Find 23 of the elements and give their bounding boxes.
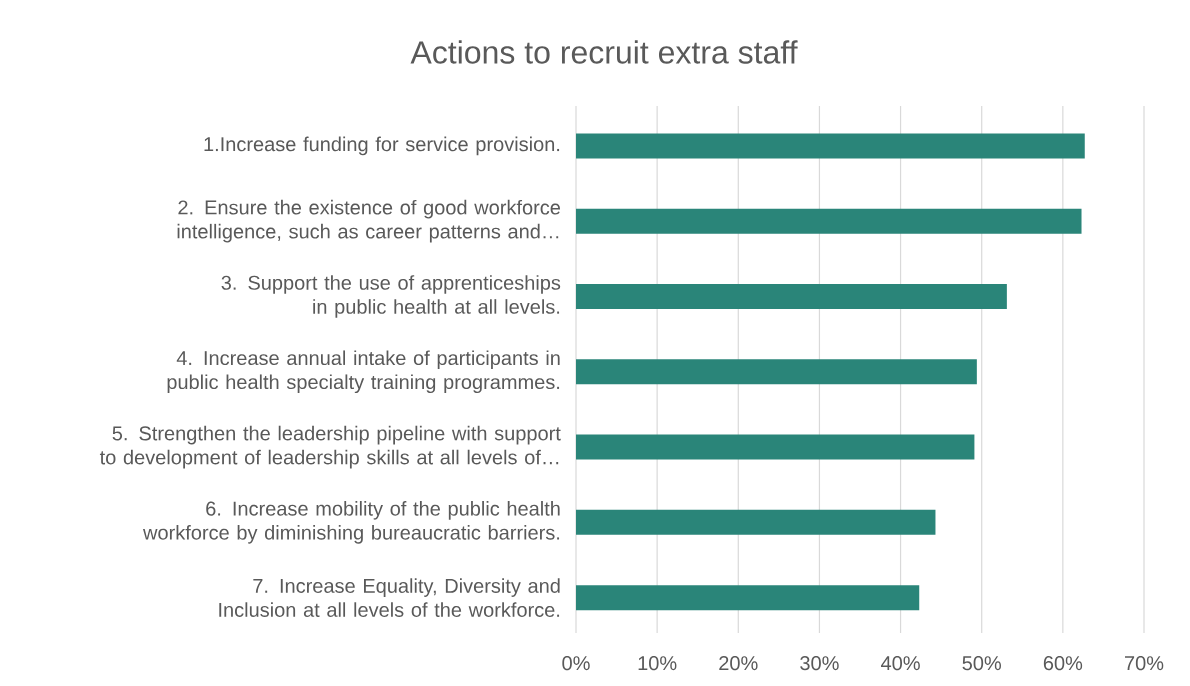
bar <box>576 434 975 460</box>
y-tick-label: 2. Ensure the existence of good workforce intelligence, such as career patterns and… <box>177 199 561 243</box>
x-tick-label: 0% <box>562 656 590 671</box>
x-tick-label: 10% <box>638 656 677 671</box>
y-tick-label: 7. Increase Equality, Diversity and Inclusion at all levels of the workforce. <box>219 578 560 617</box>
x-tick-label: 30% <box>800 656 839 671</box>
bar <box>576 208 1082 234</box>
bar <box>576 509 936 535</box>
x-tick-label: 40% <box>881 656 920 671</box>
y-tick-label: 5. Strengthen the leadership pipeline with support to development of leadership skills at all levels of… <box>99 425 561 469</box>
bar <box>576 283 1007 309</box>
bar <box>576 359 977 385</box>
x-tick-label: 20% <box>719 656 758 671</box>
y-tick-label: 4. Increase annual intake of participants in public health specialty training programmes. <box>167 350 560 394</box>
y-tick-label: 6. Increase mobility of the public health workforce by diminishing bureaucratic barriers. <box>142 501 560 544</box>
bar <box>576 585 920 611</box>
y-tick-label: 3. Support the use of apprenticeships in public health at all levels. <box>221 275 561 318</box>
y-tick-label: 1.Increase funding for service provision. <box>204 136 560 156</box>
chart-title: Actions to recruit extra staff <box>410 40 798 64</box>
x-tick-label: 50% <box>962 656 1001 671</box>
x-tick-label: 70% <box>1125 656 1164 671</box>
x-tick-label: 60% <box>1043 656 1083 671</box>
bar <box>576 133 1085 159</box>
